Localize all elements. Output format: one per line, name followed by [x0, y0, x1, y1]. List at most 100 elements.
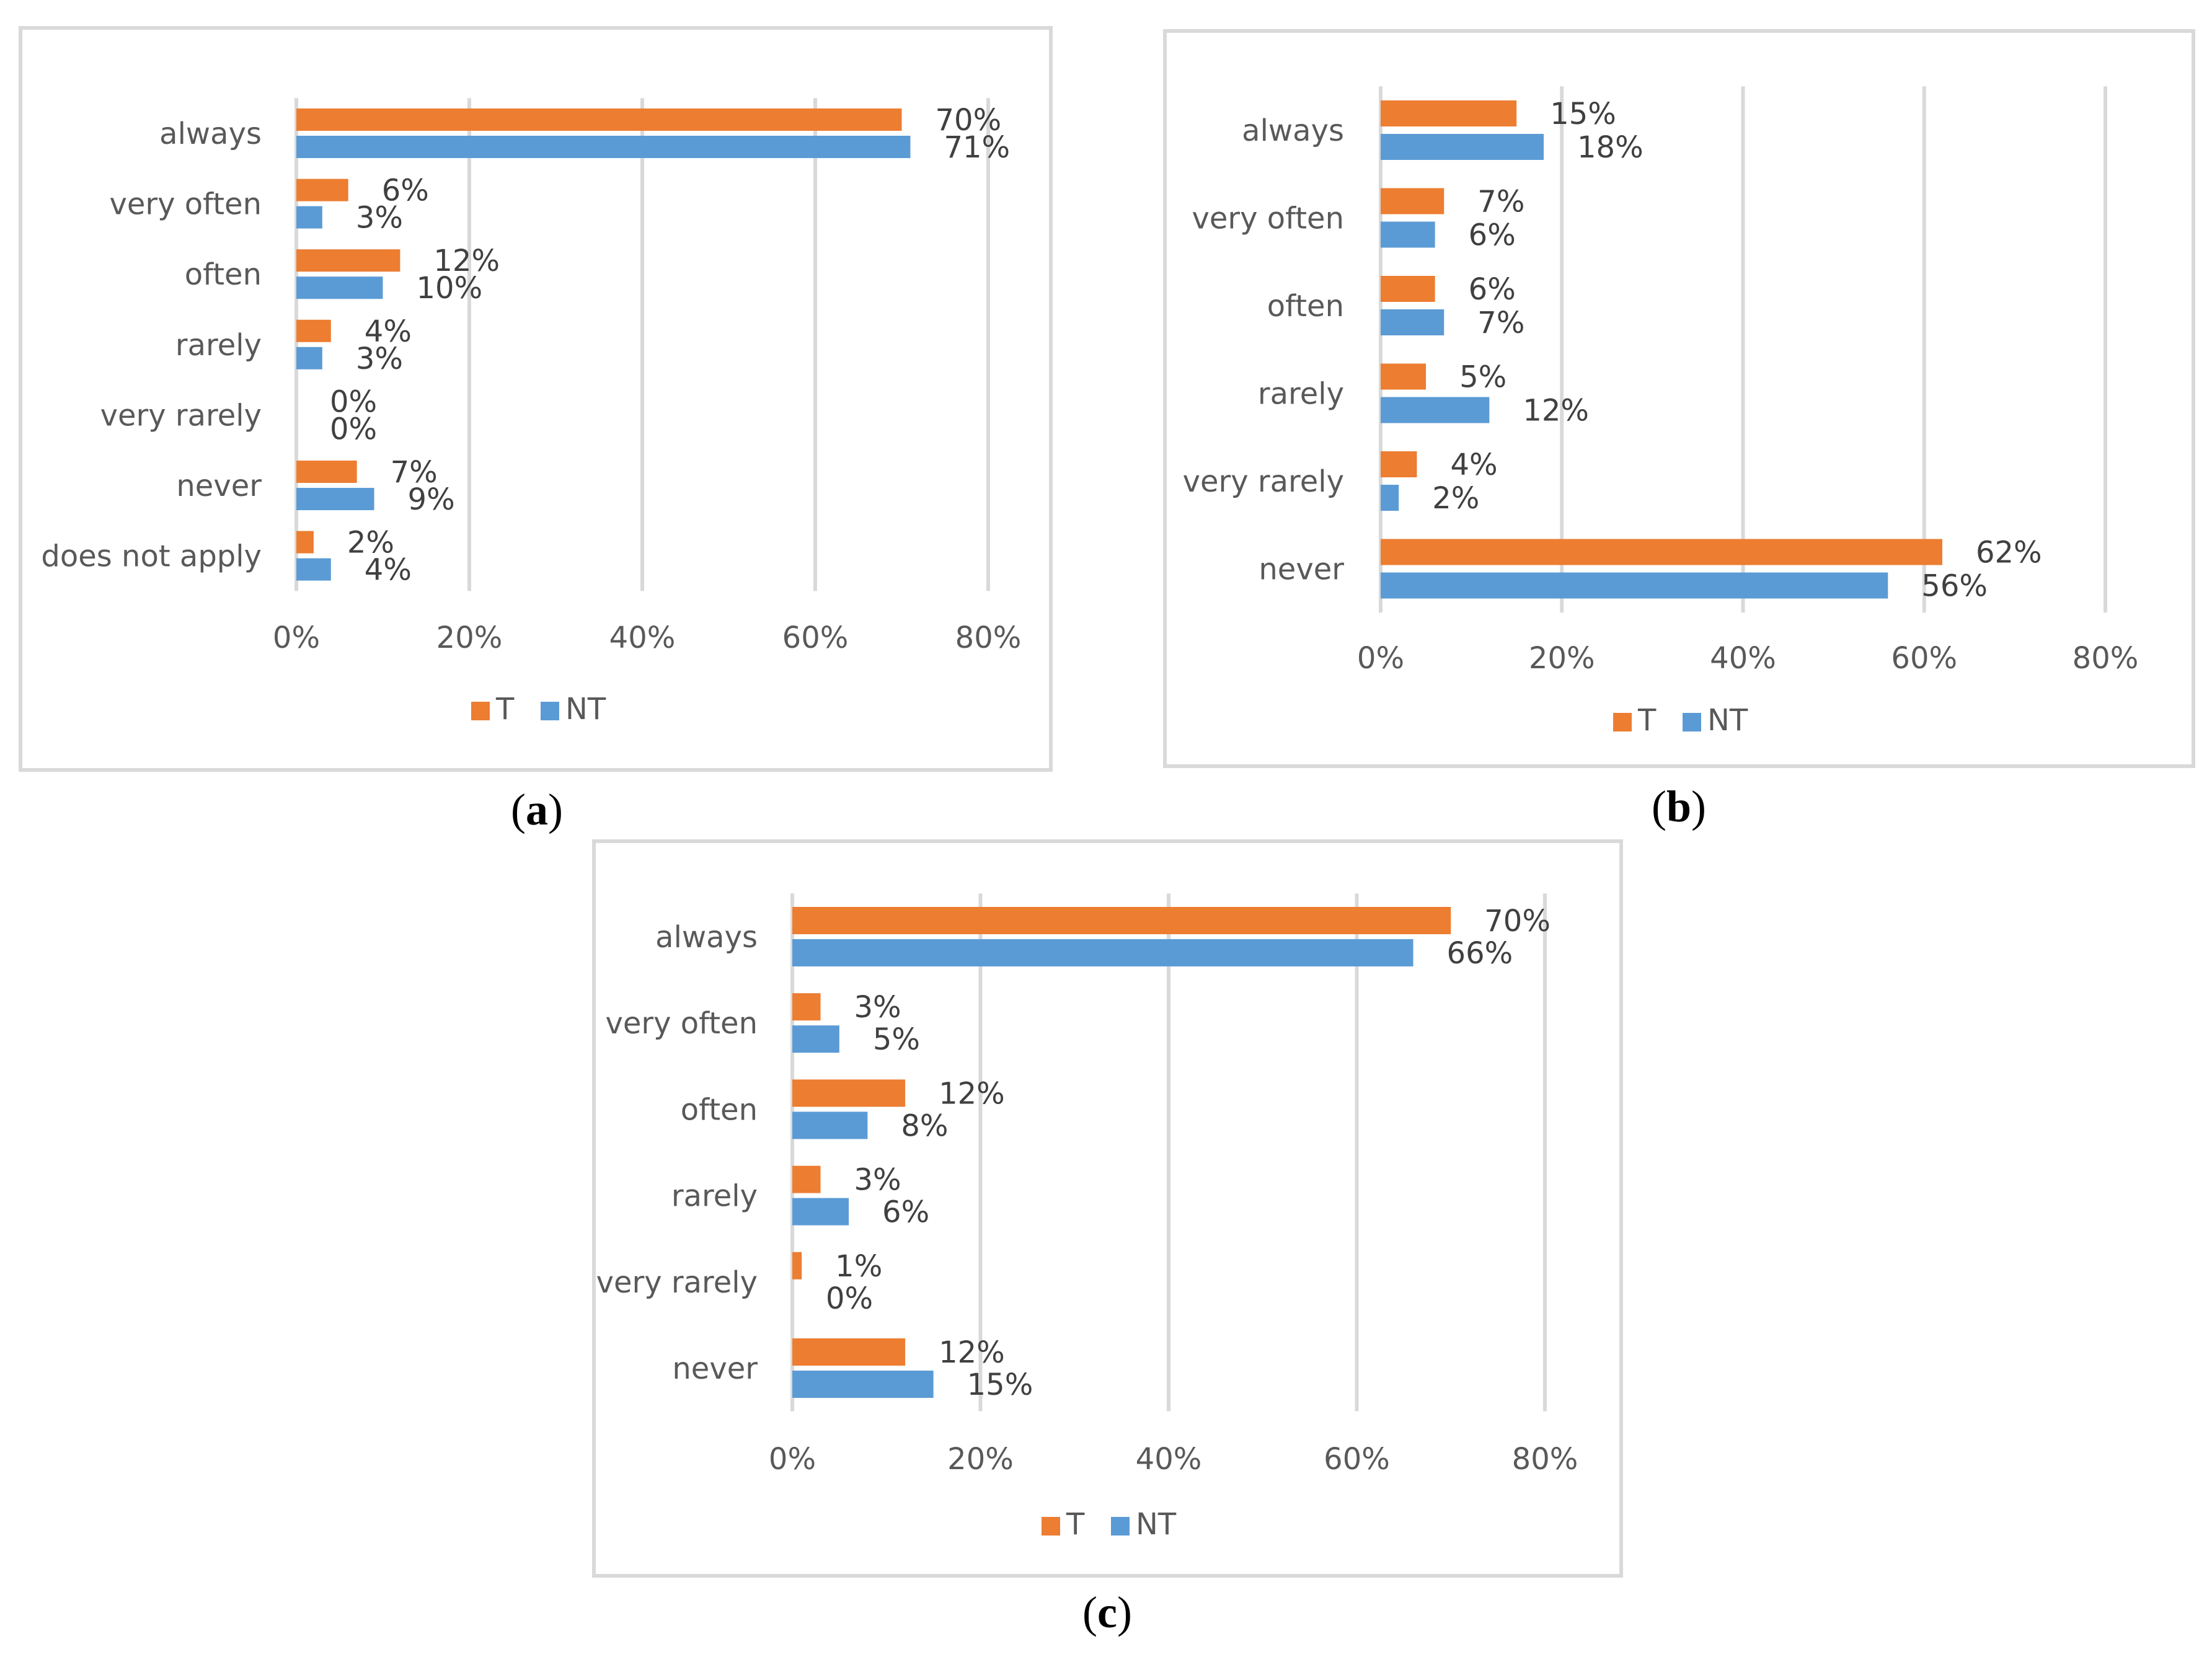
x-tick-label-a-1: 20%	[436, 621, 503, 655]
data-label-b-t-often: 6%	[1469, 272, 1516, 307]
bar-c-nt-always	[792, 939, 1413, 966]
bars-b	[1381, 100, 1942, 599]
bar-a-t-often	[296, 249, 400, 272]
bar-a-t-does-not-apply	[296, 531, 314, 554]
legend-swatch-b-nt	[1683, 713, 1701, 731]
category-label-c-always: always	[655, 920, 758, 955]
bar-c-t-often	[792, 1079, 906, 1107]
category-label-c-never: never	[672, 1351, 758, 1386]
gridlines-b	[1379, 86, 2107, 613]
data-label-a-t-very-rarely: 0%	[330, 384, 377, 419]
bar-b-nt-often	[1381, 309, 1444, 335]
bar-a-nt-often	[296, 276, 383, 299]
chart-panel-a: always very often often rarely very rarely ne…	[19, 26, 1053, 772]
bar-c-t-very-rarely	[792, 1252, 802, 1279]
x-tick-label-b-0: 0%	[1357, 641, 1404, 676]
tick-labels-a: 0% 20% 40% 60% 80%	[273, 621, 1021, 655]
bar-b-nt-never	[1381, 572, 1888, 599]
bar-a-t-very-often	[296, 179, 348, 201]
legend-a: T NT	[471, 692, 606, 727]
data-label-c-t-very-rarely: 1%	[835, 1249, 882, 1284]
legend-c: T NT	[1042, 1507, 1177, 1542]
data-label-c-t-often: 12%	[939, 1076, 1005, 1111]
legend-swatch-a-t	[471, 702, 490, 720]
tick-labels-b: 0% 20% 40% 60% 80%	[1357, 641, 2138, 676]
bars-c	[792, 907, 1451, 1398]
category-label-b-very-often: very often	[1192, 201, 1344, 236]
panel-letter-c: c	[1097, 1588, 1117, 1637]
data-label-b-t-always: 15%	[1550, 97, 1616, 131]
panel-letter-a: a	[526, 785, 548, 834]
data-label-c-t-always: 70%	[1484, 904, 1551, 939]
legend-label-c-t: T	[1066, 1507, 1085, 1542]
x-tick-label-c-0: 0%	[769, 1442, 816, 1477]
legend-swatch-c-t	[1042, 1517, 1060, 1535]
bar-a-nt-never	[296, 488, 374, 510]
data-label-b-t-rarely: 5%	[1459, 360, 1506, 395]
data-label-c-t-never: 12%	[939, 1335, 1005, 1370]
bar-b-t-always	[1381, 100, 1517, 126]
chart-panel-c: always very often often rarely very rarely ne…	[592, 839, 1623, 1578]
gridlines-c	[790, 893, 1547, 1412]
panel-label-b: (b)	[1652, 782, 1706, 831]
bar-c-nt-never	[792, 1371, 934, 1398]
legend-label-b-t: T	[1637, 703, 1657, 738]
data-labels-b: 15%18%7%6%6%7%5%12%4%2%62%56%	[1432, 97, 2042, 604]
bar-c-t-never	[792, 1338, 906, 1366]
category-label-a-very-often: very often	[109, 187, 262, 222]
x-tick-label-c-3: 60%	[1324, 1442, 1390, 1477]
x-tick-label-c-1: 20%	[947, 1442, 1014, 1477]
bar-b-t-often	[1381, 276, 1435, 302]
data-label-c-nt-very-often: 5%	[873, 1022, 920, 1057]
panel-label-a: (a)	[511, 785, 563, 834]
legend-swatch-b-t	[1613, 713, 1632, 731]
data-label-b-nt-very-often: 6%	[1469, 218, 1516, 253]
category-label-c-often: often	[681, 1092, 758, 1127]
category-label-a-always: always	[159, 117, 262, 151]
x-tick-label-a-4: 80%	[955, 621, 1022, 655]
data-labels-c: 70%66%3%5%12%8%3%6%1%0%12%15%	[826, 904, 1551, 1402]
bar-b-t-rarely	[1381, 363, 1427, 390]
legend-label-a-nt: NT	[565, 692, 606, 727]
panel-label-c: (c)	[1082, 1588, 1132, 1637]
category-labels-c: always very often often rarely very rarely ne…	[596, 920, 758, 1386]
data-label-b-nt-never: 56%	[1921, 569, 1988, 604]
bar-c-nt-often	[792, 1111, 868, 1139]
x-tick-label-b-4: 80%	[2073, 641, 2139, 676]
bar-a-t-rarely	[296, 319, 331, 342]
bar-c-nt-rarely	[792, 1198, 849, 1226]
bar-c-t-rarely	[792, 1165, 821, 1193]
x-tick-label-b-1: 20%	[1529, 641, 1595, 676]
category-label-a-does-not-apply: does not apply	[41, 539, 262, 574]
data-label-a-t-always: 70%	[936, 103, 1002, 138]
category-label-c-rarely: rarely	[671, 1179, 758, 1214]
tick-labels-c: 0% 20% 40% 60% 80%	[769, 1442, 1578, 1477]
data-label-b-nt-often: 7%	[1477, 306, 1524, 340]
bar-a-nt-always	[296, 136, 911, 158]
data-label-a-t-does-not-apply: 2%	[347, 526, 394, 560]
x-tick-label-c-2: 40%	[1136, 1442, 1202, 1477]
x-tick-label-c-4: 80%	[1512, 1442, 1578, 1477]
data-label-a-t-never: 7%	[391, 455, 438, 490]
bars-a	[296, 108, 911, 581]
category-label-b-never: never	[1259, 552, 1344, 587]
data-label-c-nt-rarely: 6%	[882, 1195, 929, 1230]
bar-b-nt-very-rarely	[1381, 485, 1399, 511]
bar-c-t-very-often	[792, 993, 821, 1021]
data-label-a-t-very-often: 6%	[382, 174, 429, 208]
data-label-a-nt-rarely: 3%	[356, 342, 403, 376]
legend-label-b-nt: NT	[1707, 703, 1748, 738]
bar-b-t-very-rarely	[1381, 451, 1417, 477]
data-label-c-t-rarely: 3%	[854, 1163, 901, 1198]
data-label-b-nt-rarely: 12%	[1523, 394, 1589, 428]
category-label-c-very-rarely: very rarely	[596, 1265, 758, 1300]
bar-a-nt-does-not-apply	[296, 558, 331, 581]
panel-letter-b: b	[1666, 782, 1691, 831]
data-label-c-nt-never: 15%	[967, 1368, 1033, 1402]
data-label-b-t-very-often: 7%	[1477, 185, 1524, 219]
bar-a-t-always	[296, 108, 902, 131]
x-tick-label-b-2: 40%	[1710, 641, 1776, 676]
bar-b-nt-always	[1381, 134, 1544, 160]
data-label-c-nt-often: 8%	[901, 1108, 948, 1143]
data-label-a-nt-does-not-apply: 4%	[365, 553, 412, 588]
